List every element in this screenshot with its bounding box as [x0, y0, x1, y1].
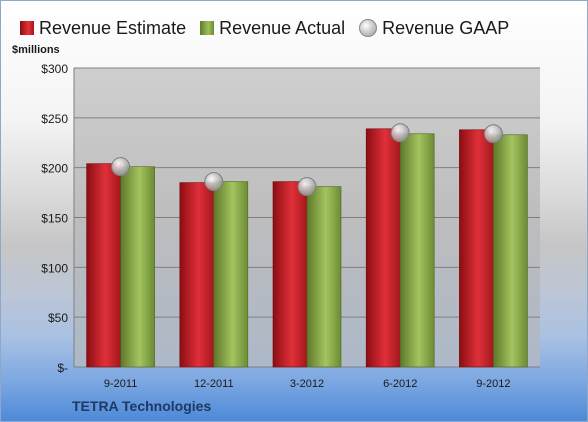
y-tick-label: $300 — [41, 62, 68, 76]
bar-revenue-estimate — [272, 181, 308, 368]
y-tick-label: $200 — [41, 162, 68, 176]
legend-swatch-estimate — [20, 21, 34, 35]
x-tick-label: 9-2011 — [104, 378, 137, 390]
bar-revenue-actual — [213, 181, 249, 368]
x-tick-label: 3-2012 — [290, 378, 324, 390]
bar-revenue-estimate — [179, 182, 215, 368]
bar-revenue-actual — [399, 133, 435, 368]
legend-swatch-gaap — [359, 19, 378, 37]
marker-revenue-gaap — [483, 124, 503, 144]
bar-revenue-actual — [120, 166, 155, 368]
bar-revenue-estimate — [365, 128, 401, 368]
gaap-markers — [111, 123, 503, 197]
x-tick-label: 9-2012 — [476, 378, 510, 390]
legend: Revenue Estimate Revenue Actual Revenue … — [20, 17, 568, 39]
marker-revenue-gaap — [204, 172, 224, 192]
x-tick-label: 6-2012 — [383, 378, 417, 390]
legend-item-gaap: Revenue GAAP — [359, 18, 509, 39]
bar-revenue-actual — [306, 186, 342, 368]
legend-item-estimate: Revenue Estimate — [20, 18, 186, 39]
legend-label-estimate: Revenue Estimate — [39, 17, 187, 38]
y-tick-label: $50 — [48, 311, 68, 325]
y-tick-label: $250 — [41, 112, 68, 126]
y-tick-label: $- — [57, 361, 68, 375]
x-tick-labels: 9-2011 12-2011 3-2012 6-2012 9-2012 — [104, 378, 511, 390]
y-tick-label: $150 — [41, 212, 68, 226]
y-tick-label: $100 — [41, 261, 68, 275]
marker-revenue-gaap — [297, 177, 317, 197]
legend-label-actual: Revenue Actual — [219, 17, 346, 38]
legend-item-actual: Revenue Actual — [200, 18, 345, 39]
legend-swatch-actual — [200, 21, 215, 35]
marker-revenue-gaap — [111, 157, 131, 177]
bar-revenue-estimate — [459, 129, 494, 368]
bar-revenue-actual — [493, 134, 528, 368]
marker-revenue-gaap — [390, 123, 410, 143]
bar-series — [86, 128, 528, 368]
company-name: TETRA Technologies — [72, 398, 212, 414]
legend-label-gaap: Revenue GAAP — [382, 17, 510, 38]
y-tick-labels: $- $50 $100 $150 $200 $250 $300 — [41, 62, 68, 375]
x-tick-label: 12-2011 — [194, 378, 234, 390]
bar-revenue-estimate — [86, 163, 121, 368]
y-unit-label: $millions — [12, 44, 60, 56]
